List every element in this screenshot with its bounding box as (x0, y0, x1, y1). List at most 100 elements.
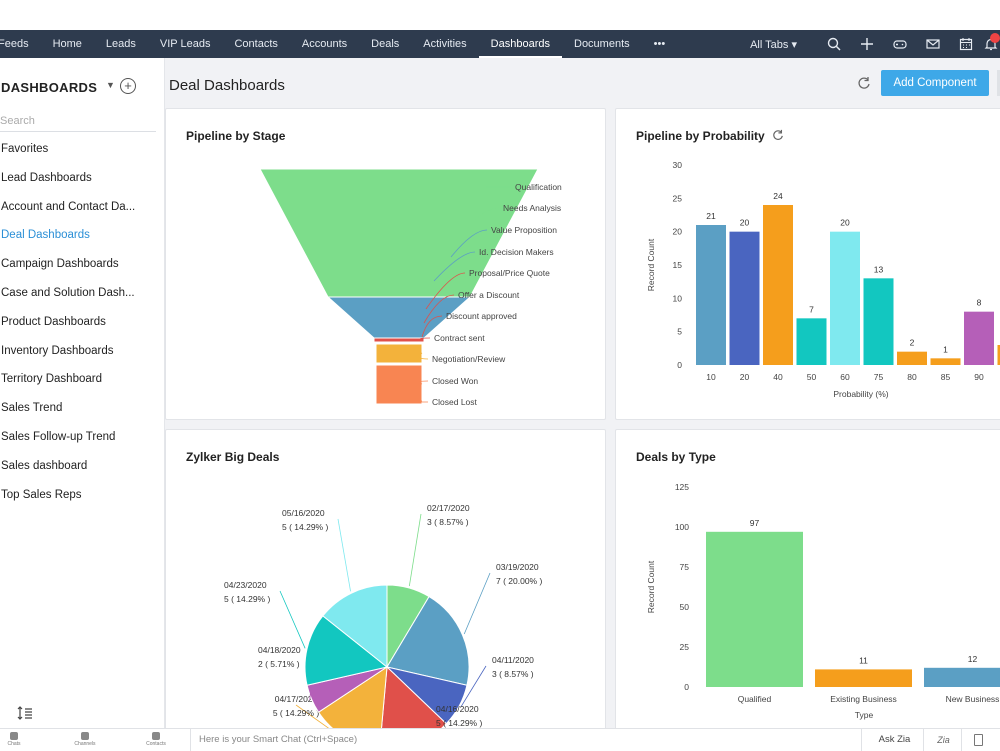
slice-value: 5 ( 14.29% ) (224, 594, 270, 604)
sidebar-item[interactable]: Sales Follow-up Trend (1, 431, 161, 460)
gamepad-button[interactable] (883, 30, 916, 58)
sidebar-item[interactable]: Account and Contact Da... (1, 201, 161, 230)
chevron-down-icon[interactable]: ▼ (106, 80, 115, 90)
nav-tab-home[interactable]: Home (41, 30, 94, 58)
y-tick-label: 10 (673, 293, 683, 303)
nav-tab-vip-leads[interactable]: VIP Leads (148, 30, 223, 58)
sidebar-item[interactable]: Inventory Dashboards (1, 345, 161, 374)
mail-icon (926, 37, 940, 51)
notification-badge (990, 33, 1000, 43)
channels-button[interactable]: Channels (65, 732, 105, 747)
data-label: 20 (840, 218, 850, 228)
nav-tab-feeds[interactable]: Feeds (0, 30, 41, 58)
bar[interactable] (924, 668, 1000, 687)
x-tick-label: Existing Business (830, 694, 897, 704)
bar[interactable] (797, 318, 827, 365)
bar[interactable] (897, 352, 927, 365)
add-dashboard-icon[interactable]: + (120, 78, 136, 94)
sidebar-item[interactable]: Top Sales Reps (1, 489, 161, 518)
funnel-segment[interactable] (376, 344, 422, 363)
y-tick-label: 5 (677, 327, 682, 337)
sidebar-search-input[interactable] (0, 110, 156, 132)
nav-tab-contacts[interactable]: Contacts (222, 30, 289, 58)
add-component-button[interactable]: Add Component (881, 70, 989, 96)
nav-tab-activities[interactable]: Activities (411, 30, 478, 58)
bar[interactable] (763, 205, 793, 365)
sidebar-item[interactable]: Product Dashboards (1, 316, 161, 345)
bar[interactable] (730, 232, 760, 365)
nav-more-button[interactable]: ••• (642, 30, 678, 58)
data-label: 24 (773, 191, 783, 201)
smart-chat-input[interactable]: Here is your Smart Chat (Ctrl+Space) (190, 729, 862, 751)
slice-value: 5 ( 14.29% ) (282, 522, 328, 532)
contacts-button[interactable]: Contacts (136, 732, 176, 747)
main-content: Deal Dashboards Add Component Pipeline b… (165, 58, 1000, 728)
stage-label: Negotiation/Review (432, 354, 506, 364)
ask-zia-button[interactable]: Ask Zia (866, 729, 924, 751)
sidebar-item[interactable]: Sales dashboard (1, 460, 161, 489)
sidebar-item[interactable]: Lead Dashboards (1, 172, 161, 201)
slice-label: 02/17/2020 (427, 503, 470, 513)
sidebar-item[interactable]: Case and Solution Dash... (1, 287, 161, 316)
nav-tab-leads[interactable]: Leads (94, 30, 148, 58)
x-axis-label: Probability (%) (833, 389, 888, 399)
nav-tab-dashboards[interactable]: Dashboards (479, 30, 562, 58)
funnel-segment[interactable] (376, 365, 422, 404)
x-tick-label: 80 (907, 372, 917, 382)
chat-icon (10, 732, 18, 740)
all-tabs-dropdown[interactable]: All Tabs ▾ (750, 38, 797, 51)
slice-label: 04/18/2020 (258, 645, 301, 655)
x-tick-label: 85 (941, 372, 951, 382)
nav-tab-deals[interactable]: Deals (359, 30, 411, 58)
plus-button[interactable] (850, 30, 883, 58)
mail-button[interactable] (916, 30, 949, 58)
bar[interactable] (815, 669, 912, 687)
document-icon[interactable] (974, 734, 983, 746)
calendar-button[interactable] (949, 30, 982, 58)
sidebar-item[interactable]: Territory Dashboard (1, 373, 161, 402)
nav-tab-accounts[interactable]: Accounts (290, 30, 359, 58)
x-axis-label: Type (855, 710, 874, 720)
x-tick-label: 20 (740, 372, 750, 382)
y-tick-label: 100 (675, 522, 689, 532)
sidebar-item[interactable]: Deal Dashboards (1, 229, 161, 258)
bell-button[interactable] (982, 30, 1000, 58)
sidebar-item[interactable]: Sales Trend (1, 402, 161, 431)
plus-icon (860, 37, 874, 51)
leader-line (409, 514, 421, 586)
search-icon (827, 37, 841, 51)
slice-value: 2 ( 5.71% ) (258, 659, 300, 669)
nav-tab-documents[interactable]: Documents (562, 30, 642, 58)
sidebar-title: DASHBOARDS (1, 80, 97, 95)
leader-line (338, 519, 351, 591)
bar[interactable] (964, 312, 994, 365)
bar[interactable] (931, 358, 961, 365)
zia-button[interactable]: Zia (926, 729, 962, 751)
slice-value: 5 ( 14.29% ) (436, 718, 482, 728)
data-label: 8 (977, 298, 982, 308)
bar[interactable] (830, 232, 860, 365)
refresh-icon[interactable] (857, 76, 871, 90)
funnel-segment[interactable] (374, 338, 424, 342)
sort-icon[interactable] (17, 706, 33, 720)
data-label: 12 (968, 654, 978, 664)
x-tick-label: 10 (706, 372, 716, 382)
x-tick-label: 40 (773, 372, 783, 382)
data-label: 11 (859, 655, 868, 665)
data-label: 7 (809, 304, 814, 314)
y-axis-label: Record Count (646, 238, 656, 291)
bar[interactable] (864, 278, 894, 365)
bar[interactable] (696, 225, 726, 365)
sidebar-item[interactable]: Campaign Dashboards (1, 258, 161, 287)
search-button[interactable] (817, 30, 850, 58)
sidebar-item[interactable]: Favorites (1, 143, 161, 172)
chats-button[interactable]: Chats (0, 732, 34, 747)
bar[interactable] (706, 532, 803, 687)
